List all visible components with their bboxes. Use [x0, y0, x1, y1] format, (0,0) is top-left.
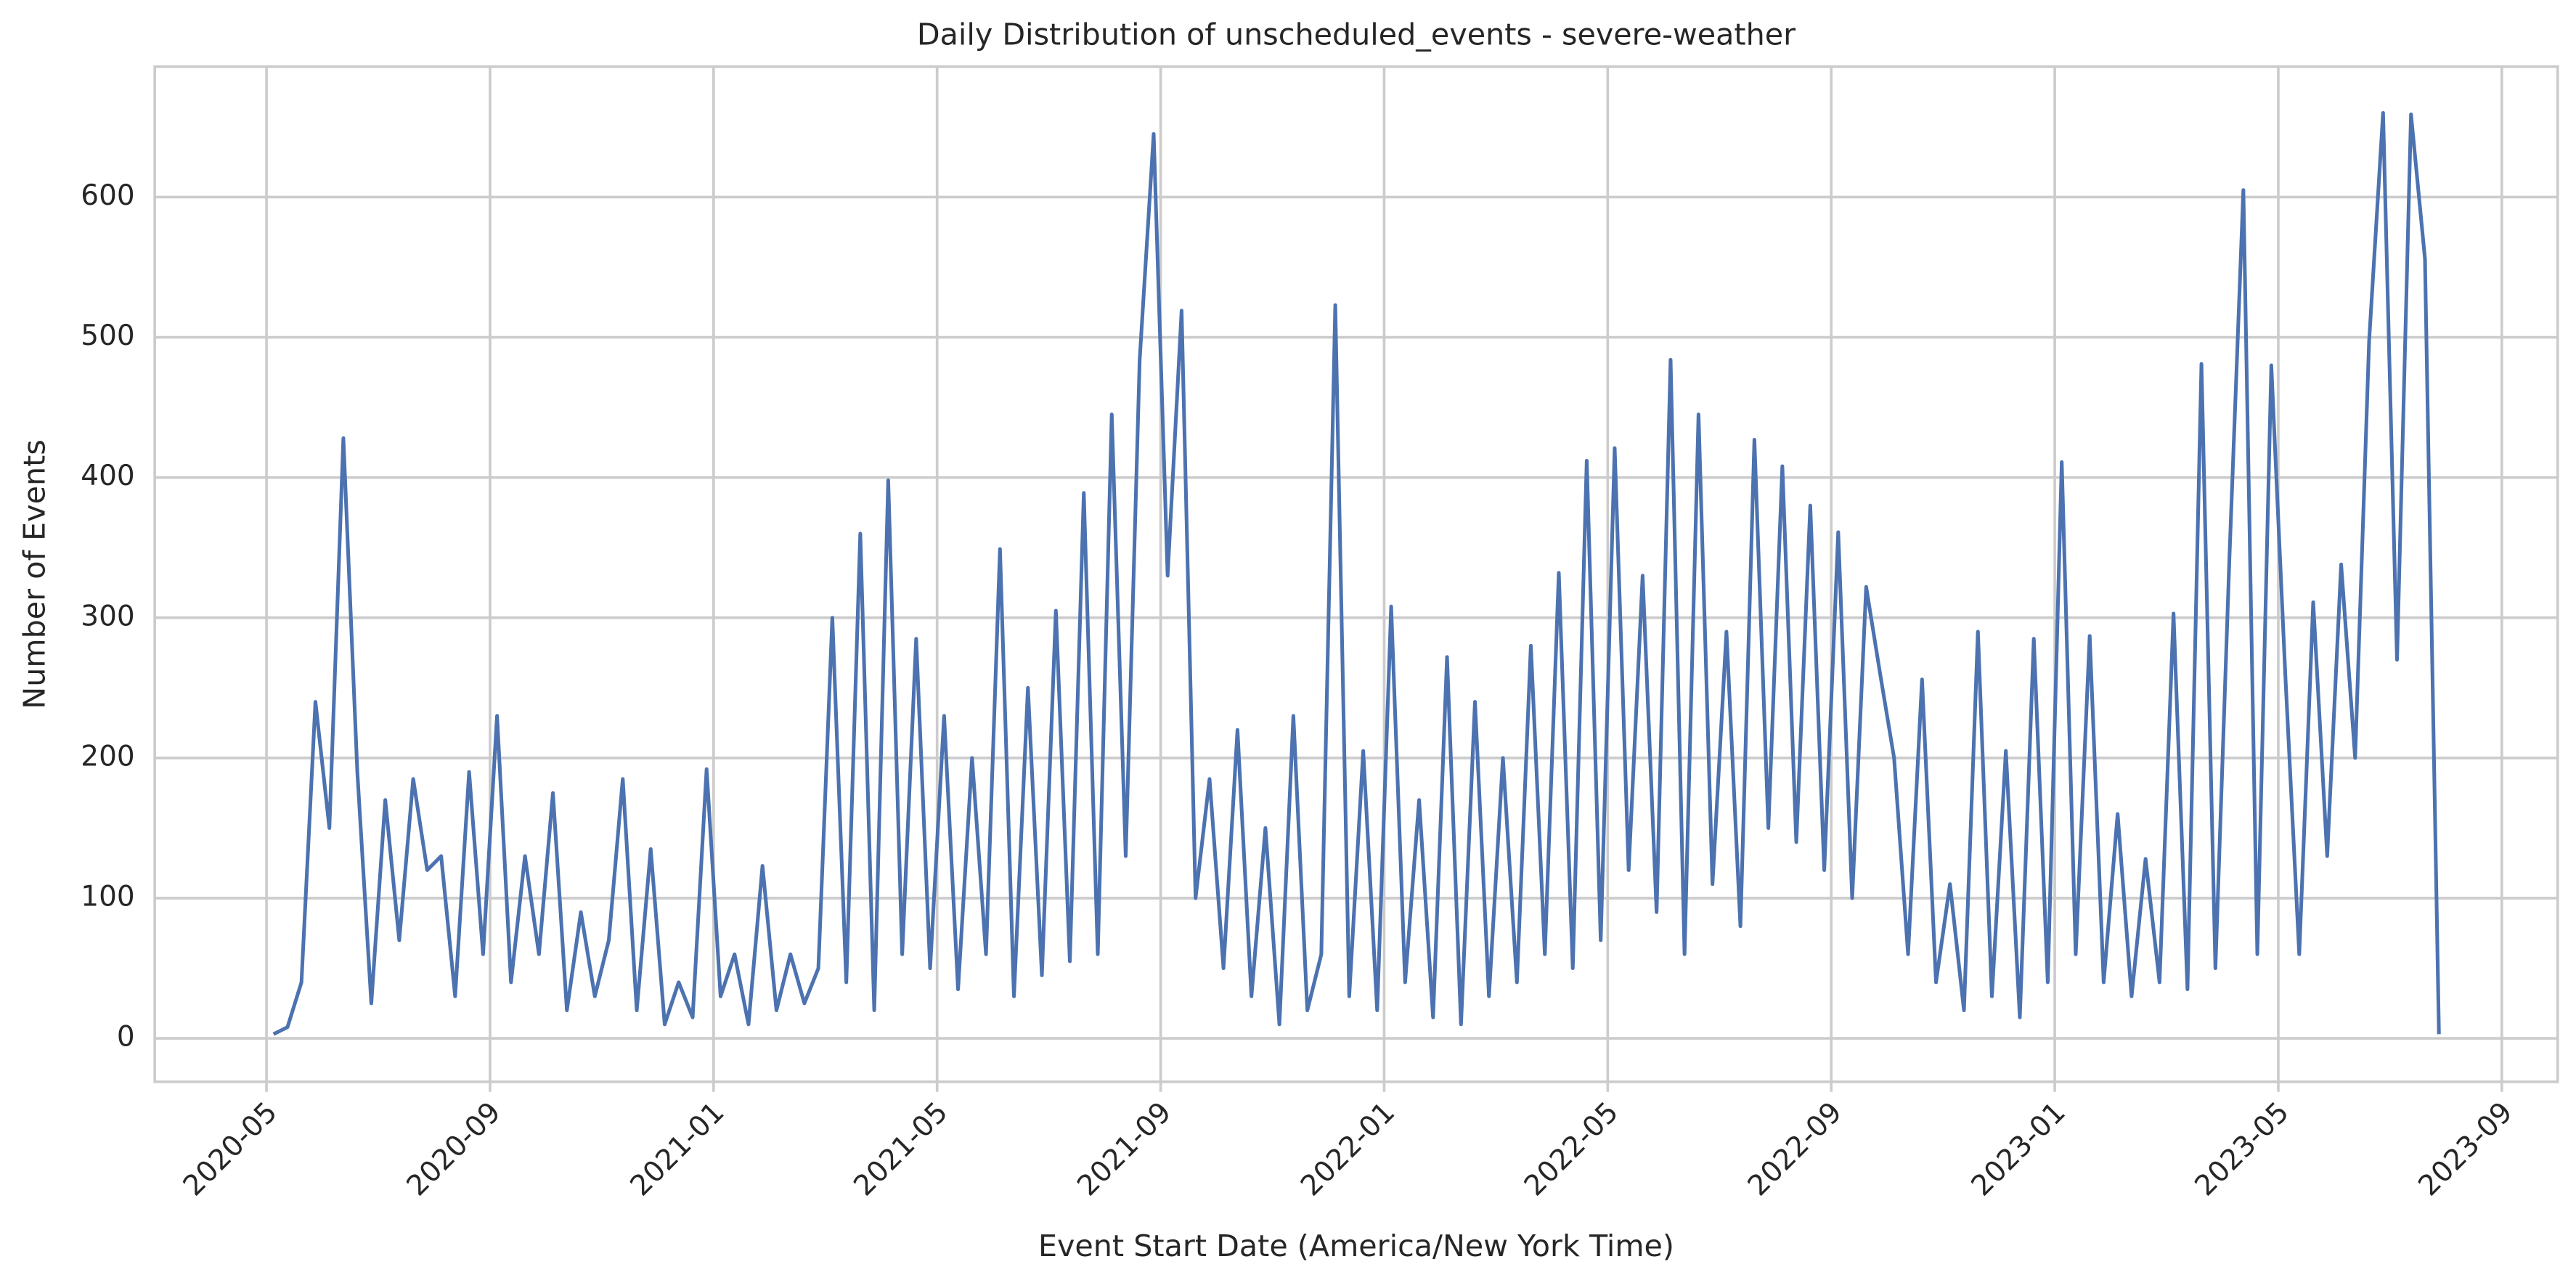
chart-title: Daily Distribution of unscheduled_events… [917, 17, 1796, 52]
data-line [272, 111, 2441, 1036]
grid [155, 66, 2558, 1082]
y-tick-label: 400 [81, 460, 134, 492]
y-tick-label: 200 [81, 740, 134, 773]
y-axis-label: Number of Events [17, 439, 52, 709]
y-tick-label: 100 [81, 880, 134, 913]
plot [272, 111, 2441, 1036]
y-tick-label: 300 [81, 600, 134, 632]
plot-frame [153, 65, 2559, 1083]
y-tick-label: 0 [117, 1021, 135, 1054]
y-tick-label: 500 [81, 319, 134, 352]
y-tick-label: 600 [81, 179, 134, 212]
x-axis-label: Event Start Date (America/New York Time) [1038, 1229, 1674, 1263]
